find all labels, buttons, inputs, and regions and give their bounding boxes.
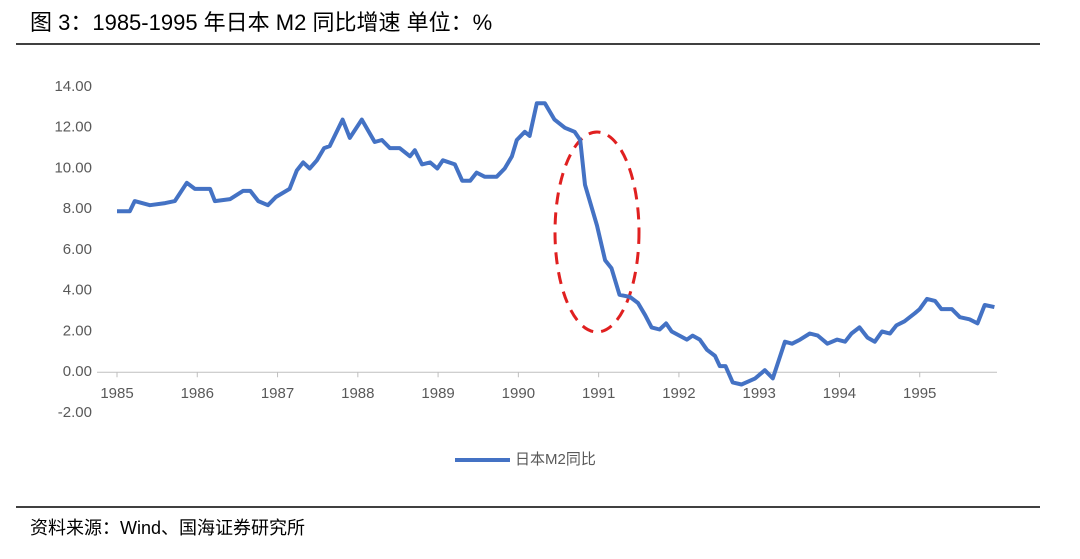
series-line	[117, 101, 995, 387]
x-tick-label: 1988	[341, 385, 374, 402]
x-tick-label: 1986	[181, 385, 214, 402]
y-tick-label: -2.00	[58, 404, 92, 421]
y-tick-label: 10.00	[54, 159, 92, 176]
source-note: 资料来源：Wind、国海证券研究所	[30, 518, 305, 538]
legend-label: 日本M2同比	[515, 451, 596, 468]
x-tick-label: 1985	[100, 385, 133, 402]
y-tick-label: 6.00	[63, 241, 92, 258]
y-tick-label: 14.00	[54, 78, 92, 95]
x-tick-label: 1989	[421, 385, 454, 402]
x-tick-label: 1987	[261, 385, 294, 402]
x-tick-label: 1992	[662, 385, 695, 402]
y-tick-label: 8.00	[63, 200, 92, 217]
y-tick-label: 2.00	[63, 322, 92, 339]
x-tick-label: 1994	[823, 385, 856, 402]
y-tick-label: 0.00	[63, 363, 92, 380]
x-tick-label: 1990	[502, 385, 535, 402]
x-tick-label: 1993	[742, 385, 775, 402]
x-tick-label: 1995	[903, 385, 936, 402]
y-tick-label: 4.00	[63, 282, 92, 299]
highlight-ellipse	[553, 130, 641, 334]
x-tick-label: 1991	[582, 385, 615, 402]
y-tick-label: 12.00	[54, 119, 92, 136]
chart-title: 图 3：1985-1995 年日本 M2 同比增速 单位：%	[30, 10, 492, 35]
